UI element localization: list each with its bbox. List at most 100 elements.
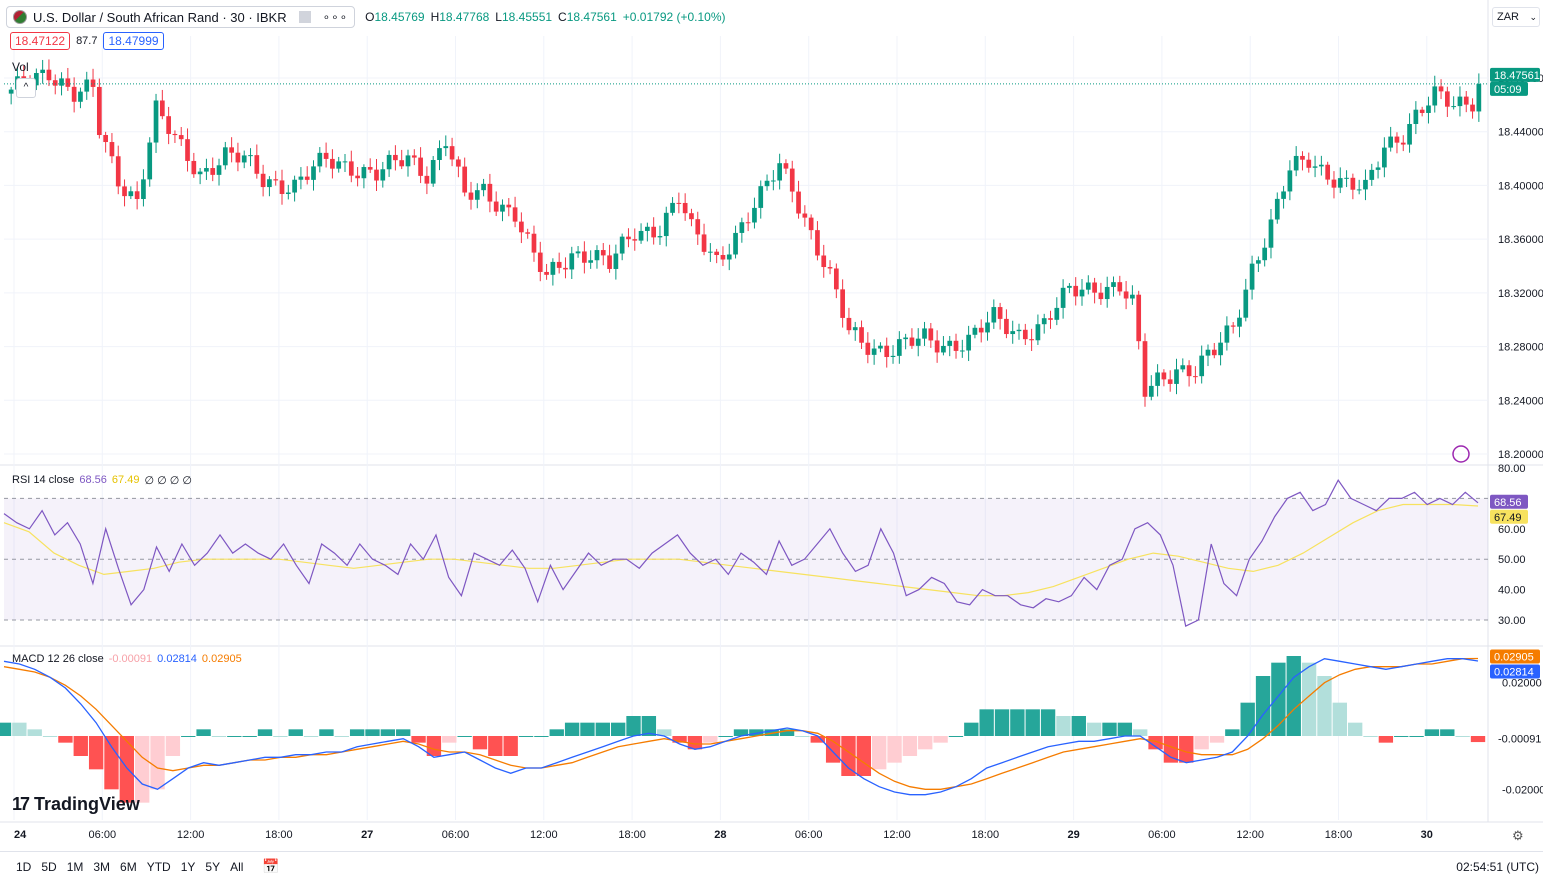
settings-gear-icon[interactable]: ⚙ — [1512, 828, 1524, 843]
candle — [1022, 329, 1028, 340]
time-tick-label: 18:00 — [972, 829, 1000, 841]
macd-histogram-bar — [396, 729, 411, 736]
last-price-value: 18.47561 — [1494, 70, 1540, 82]
range-button-5d[interactable]: 5D — [41, 860, 57, 874]
candle — [519, 221, 524, 233]
candle — [840, 289, 845, 318]
candle — [1136, 294, 1142, 342]
compare-square-icon[interactable] — [298, 11, 311, 23]
macd-histogram-bar — [1440, 729, 1455, 736]
candle — [645, 226, 650, 231]
candle — [59, 78, 64, 86]
range-button-1y[interactable]: 1Y — [180, 860, 196, 874]
currency-selector[interactable]: ZAR ⌄ — [1492, 7, 1540, 27]
candle — [1274, 198, 1280, 220]
macd-histogram-bar — [1086, 722, 1102, 736]
candle — [651, 226, 657, 238]
candle — [462, 166, 468, 193]
range-button-5y[interactable]: 5Y — [205, 860, 221, 874]
candle — [632, 239, 638, 241]
range-button-ytd[interactable]: YTD — [146, 860, 171, 874]
candle — [896, 339, 902, 356]
range-button-all[interactable]: All — [230, 860, 244, 874]
macd-histogram-bar — [1317, 676, 1332, 736]
candle — [871, 348, 877, 355]
candle — [600, 250, 606, 256]
macd-histogram-bar — [1409, 736, 1424, 737]
candle — [500, 204, 505, 212]
candle — [1155, 372, 1160, 386]
candle — [582, 251, 587, 263]
macd-hist-tag-label: -0.00091 — [1498, 733, 1541, 745]
candle — [1079, 289, 1085, 297]
tradingview-logo[interactable]: 17 TradingView — [12, 794, 140, 815]
macd-histogram-bar — [488, 736, 503, 756]
candle — [859, 327, 864, 343]
candle — [1249, 263, 1255, 290]
candle — [985, 322, 990, 333]
candle — [1287, 170, 1293, 192]
macd-histogram-bar — [856, 736, 872, 776]
macd-title: MACD 12 26 close — [12, 653, 104, 665]
sell-price-button[interactable]: 18.47122 — [10, 32, 71, 50]
macd-histogram-bar — [104, 736, 119, 790]
candle — [525, 232, 531, 234]
low-label: L — [495, 10, 502, 24]
range-button-1d[interactable]: 1D — [16, 860, 32, 874]
candle — [103, 135, 108, 143]
candle — [1413, 109, 1419, 124]
candle — [1067, 285, 1072, 288]
macd-histogram-bar — [580, 722, 595, 736]
candle — [1148, 385, 1154, 397]
macd-histogram-bar — [58, 736, 73, 743]
volume-label: Vol — [12, 60, 29, 74]
candle — [739, 222, 745, 233]
more-options-icon[interactable]: ∘∘∘ — [322, 10, 349, 24]
price-tick-label: 18.44000 — [1498, 127, 1543, 139]
rsi-ma-line — [3, 503, 1479, 597]
macd-histogram-bar — [918, 736, 933, 750]
macd-histogram-bar — [672, 736, 687, 743]
candle — [878, 345, 883, 349]
countdown-label: 05:09 — [1494, 84, 1522, 96]
macd-line-tag — [1490, 664, 1540, 679]
buy-price-button[interactable]: 18.47999 — [103, 32, 164, 50]
macd-histogram-bar — [841, 736, 856, 776]
symbol-search-box[interactable]: U.S. Dollar / South African Rand · 30 · … — [6, 6, 356, 28]
candle — [1344, 177, 1349, 179]
macd-legend[interactable]: MACD 12 26 close -0.00091 0.02814 0.0290… — [12, 653, 242, 665]
open-value: 18.45769 — [374, 10, 425, 24]
candle — [153, 100, 159, 143]
rsi-extras: ∅ ∅ ∅ ∅ — [144, 475, 192, 487]
calendar-icon[interactable]: 📅 — [262, 858, 280, 874]
macd-histogram-bar — [73, 736, 88, 756]
clock[interactable]: 02:54:51 (UTC) — [1456, 860, 1539, 874]
candle — [506, 204, 512, 208]
candle — [1243, 289, 1249, 318]
macd-histogram-bar — [503, 736, 518, 756]
macd-histogram-bar — [365, 729, 380, 736]
candle — [46, 69, 52, 81]
collapse-indicators-button[interactable]: ^ — [16, 78, 36, 98]
candle — [122, 186, 127, 197]
candle — [997, 307, 1003, 319]
range-button-3m[interactable]: 3M — [93, 860, 111, 874]
candle — [733, 232, 738, 255]
candle — [777, 163, 782, 181]
candle — [40, 69, 45, 74]
macd-histogram-bar — [1455, 736, 1470, 737]
rsi-tick-label: 40.00 — [1498, 585, 1526, 597]
range-button-1m[interactable]: 1M — [66, 860, 84, 874]
candle — [1457, 96, 1463, 107]
candle — [292, 179, 297, 193]
rsi-legend[interactable]: RSI 14 close 68.56 67.49 ∅ ∅ ∅ ∅ — [12, 474, 192, 487]
candle — [342, 161, 348, 163]
candle — [1174, 369, 1179, 384]
high-label: H — [430, 10, 440, 24]
candle — [71, 86, 77, 102]
candle — [783, 163, 789, 169]
candle — [348, 161, 354, 176]
range-button-6m[interactable]: 6M — [120, 860, 137, 874]
candle — [726, 254, 732, 260]
